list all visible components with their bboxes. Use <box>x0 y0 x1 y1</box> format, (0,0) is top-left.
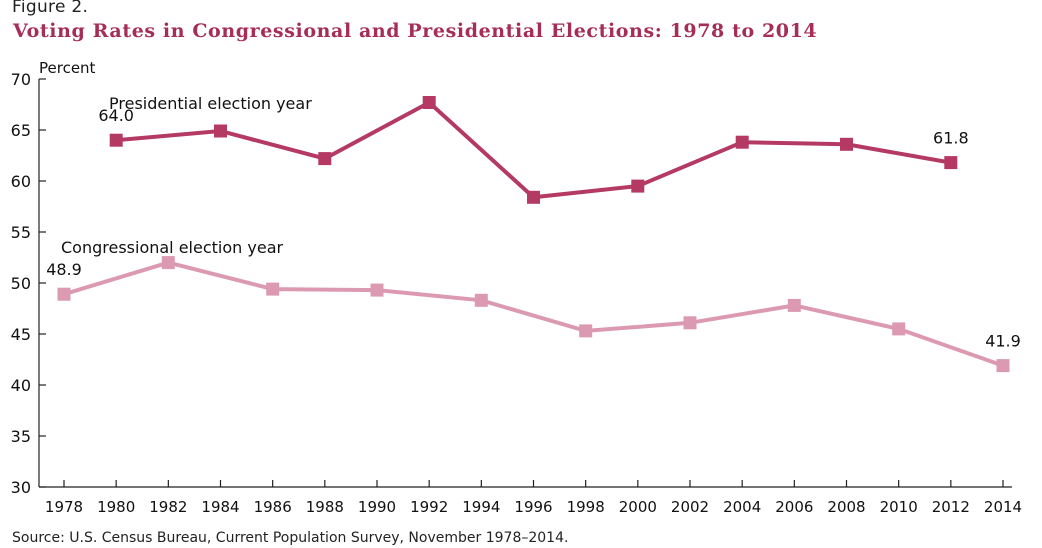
congressional-point-2014 <box>996 359 1010 373</box>
x-tick-label: 1980 <box>97 498 135 516</box>
presidential-point-1992 <box>422 96 436 109</box>
y-tick-label: 45 <box>11 325 31 344</box>
x-tick-label: 1996 <box>514 498 552 516</box>
x-tick-label: 2002 <box>671 498 709 516</box>
chart-title: Voting Rates in Congressional and Presid… <box>13 20 818 42</box>
congressional-data-label-1978: 48.9 <box>46 260 82 279</box>
congressional-point-1990 <box>370 283 384 297</box>
presidential-point-1980 <box>109 133 123 147</box>
source-note: Source: U.S. Census Bureau, Current Popu… <box>12 530 569 546</box>
x-tick-label: 1982 <box>149 498 187 516</box>
x-tick-label: 2008 <box>827 498 865 516</box>
congressional-series-line <box>63 260 1004 368</box>
presidential-point-1984 <box>214 124 227 138</box>
congressional-point-1994 <box>474 293 488 307</box>
x-tick-label: 2000 <box>619 498 657 516</box>
x-tick-label: 1990 <box>358 498 396 516</box>
y-tick-label: 70 <box>11 70 31 89</box>
x-tick-label: 1988 <box>306 498 344 516</box>
congressional-data-label-2014: 41.9 <box>985 332 1021 351</box>
series-lines <box>63 100 1004 368</box>
presidential-point-2000 <box>631 179 645 193</box>
presidential-point-1996 <box>527 190 540 204</box>
congressional-point-1986 <box>266 282 280 296</box>
y-tick-label: 55 <box>11 223 31 242</box>
presidential-series-line <box>116 100 952 200</box>
presidential-data-label-1980: 64.0 <box>98 106 134 125</box>
figure-label: Figure 2. <box>12 0 89 17</box>
congressional-point-1998 <box>579 324 593 338</box>
y-tick-label: 40 <box>11 376 31 395</box>
presidential-series-label: Presidential election year <box>109 94 312 113</box>
congressional-series-label: Congressional election year <box>61 238 283 257</box>
x-tick-label: 1984 <box>201 498 239 516</box>
congressional-point-1978 <box>57 287 71 301</box>
y-axis-title: Percent <box>39 59 96 77</box>
congressional-point-2002 <box>683 316 697 330</box>
congressional-point-2006 <box>787 298 801 312</box>
y-tick-label: 65 <box>11 121 31 140</box>
x-tick-label: 2012 <box>932 498 970 516</box>
presidential-data-label-2012: 61.8 <box>933 129 969 148</box>
presidential-point-2012 <box>944 156 958 170</box>
congressional-point-2010 <box>892 322 906 336</box>
x-tick-label: 1978 <box>45 498 83 516</box>
x-tick-label: 1992 <box>410 498 448 516</box>
y-tick-label: 30 <box>11 478 31 497</box>
x-tick-label: 2010 <box>880 498 918 516</box>
presidential-point-2004 <box>735 135 749 149</box>
presidential-point-1988 <box>318 152 332 166</box>
x-tick-label: 1994 <box>462 498 500 516</box>
x-tick-label: 2006 <box>775 498 813 516</box>
axes: 30 35 40 45 50 55 60 65 70 Percent 1978 1980 1982 198… <box>11 59 1022 516</box>
y-tick-label: 35 <box>11 427 31 446</box>
y-tick-label: 50 <box>11 274 31 293</box>
y-tick-label: 60 <box>11 172 31 191</box>
x-tick-label: 1986 <box>254 498 292 516</box>
x-tick-label: 2004 <box>723 498 761 516</box>
presidential-point-2008 <box>840 137 853 151</box>
series-markers <box>57 96 1010 373</box>
congressional-point-1982 <box>161 256 175 270</box>
x-tick-label: 2014 <box>984 498 1022 516</box>
x-tick-label: 1998 <box>567 498 605 516</box>
